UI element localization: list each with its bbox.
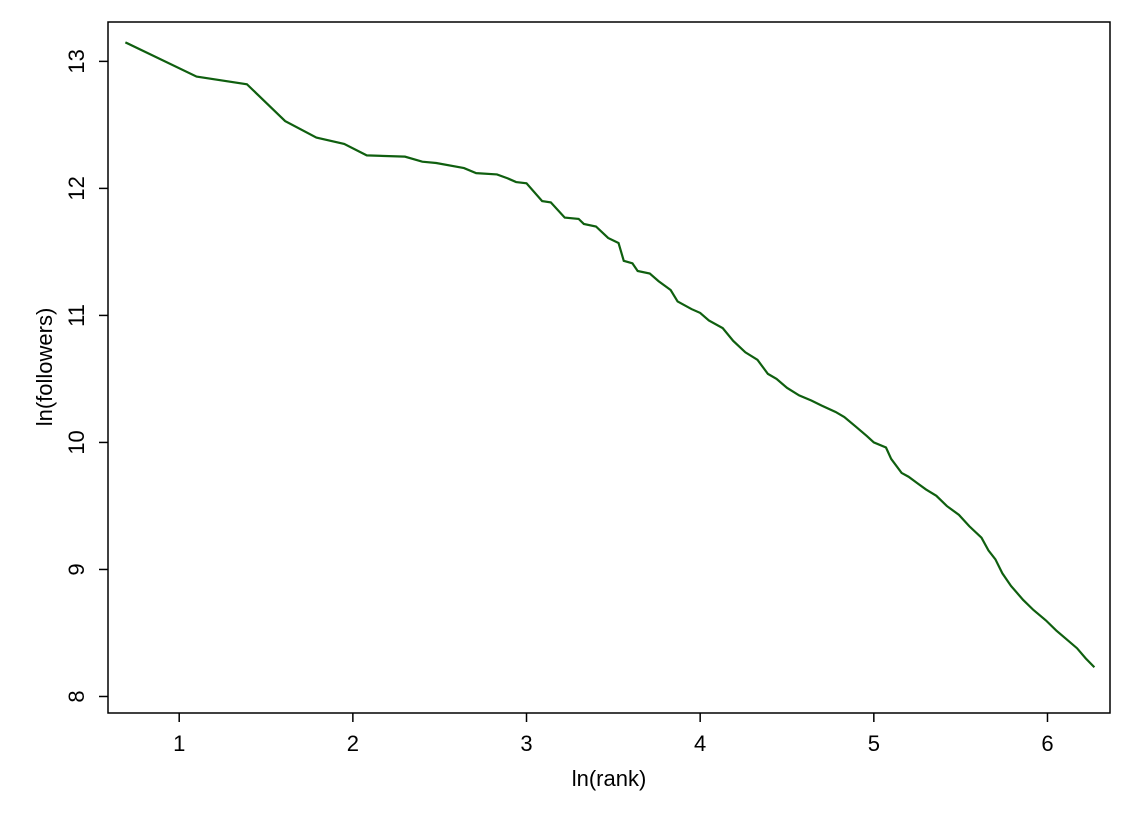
y-tick-label: 10 bbox=[64, 430, 89, 454]
x-axis-label: ln(rank) bbox=[572, 766, 647, 791]
plot-frame bbox=[107, 21, 1111, 714]
y-tick-label: 9 bbox=[64, 563, 89, 575]
x-tick-label: 5 bbox=[868, 731, 880, 756]
y-tick-label: 11 bbox=[64, 304, 89, 327]
y-axis-label: ln(followers) bbox=[32, 308, 57, 427]
x-tick-label: 3 bbox=[520, 731, 532, 756]
y-tick-label: 13 bbox=[64, 49, 89, 73]
x-tick-label: 4 bbox=[694, 731, 706, 756]
data-line bbox=[124, 41, 1096, 669]
x-tick-label: 6 bbox=[1041, 731, 1053, 756]
y-tick-label: 12 bbox=[64, 176, 89, 200]
x-tick-label: 2 bbox=[347, 731, 359, 756]
x-tick-label: 1 bbox=[173, 731, 185, 756]
y-tick-label: 8 bbox=[64, 690, 89, 702]
